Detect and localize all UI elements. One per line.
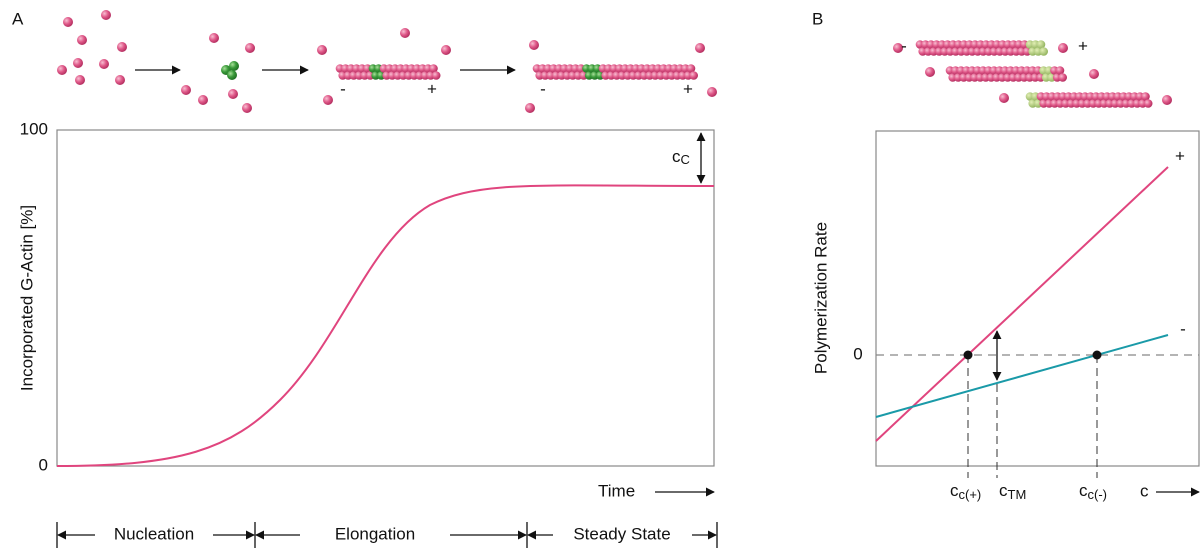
y-tick-label: 100	[20, 119, 48, 138]
monomer	[117, 42, 127, 52]
phase-label: Steady State	[573, 524, 670, 543]
monomer	[893, 43, 903, 53]
monomer	[1143, 99, 1153, 108]
monomer	[1141, 92, 1150, 101]
y-tick-label: 0	[853, 344, 862, 363]
x-label: cTM	[999, 481, 1026, 502]
monomer	[101, 10, 111, 20]
panel-label: A	[12, 9, 24, 28]
monomer	[209, 33, 219, 43]
annotation: cC	[672, 147, 690, 167]
minus-end-line	[875, 334, 1169, 418]
monomer	[529, 40, 539, 50]
monomer	[228, 89, 238, 99]
monomer	[429, 64, 438, 73]
monomer	[75, 75, 85, 85]
monomer	[245, 43, 255, 53]
phase-label: Elongation	[335, 524, 415, 543]
monomer	[686, 64, 696, 73]
plot-frame	[875, 130, 1200, 467]
monomer	[431, 71, 441, 80]
filament-sign: +	[1078, 36, 1088, 55]
monomer	[57, 65, 67, 75]
monomer	[707, 87, 717, 97]
monomer	[77, 35, 87, 45]
monomer	[695, 43, 705, 53]
monomer	[999, 93, 1009, 103]
intersection-dot	[963, 350, 973, 360]
monomer	[323, 95, 333, 105]
monomer	[441, 45, 451, 55]
actin-illustration	[57, 10, 1172, 113]
intersection-dot	[1092, 350, 1102, 360]
phase-bar	[56, 522, 718, 548]
monomer	[227, 70, 237, 80]
monomer	[1089, 69, 1099, 79]
x-label: c	[1140, 481, 1149, 500]
monomer	[1055, 66, 1065, 75]
monomer	[1036, 40, 1046, 49]
filament-sign: -	[901, 36, 907, 55]
monomer	[198, 95, 208, 105]
monomer	[1058, 43, 1068, 53]
monomer	[689, 71, 698, 80]
monomer	[63, 17, 73, 27]
plot-frame	[56, 129, 715, 467]
monomer	[1162, 95, 1172, 105]
y-tick-label: 0	[39, 455, 48, 474]
y-axis-label: Polymerization Rate	[811, 222, 830, 374]
filament-sign: -	[340, 79, 346, 98]
x-axis-label: Time	[598, 481, 635, 500]
panel-label: B	[812, 9, 823, 28]
filament-sign: +	[427, 79, 437, 98]
filament-sign: +	[683, 79, 693, 98]
y-axis-label: Incorporated G-Actin [%]	[17, 205, 36, 391]
monomer	[181, 85, 191, 95]
monomer	[525, 103, 535, 113]
monomer	[242, 103, 252, 113]
monomer	[1058, 73, 1067, 82]
monomer	[925, 67, 935, 77]
monomer	[1039, 47, 1048, 56]
line-label: +	[1175, 146, 1185, 165]
line-label: -	[1180, 319, 1186, 338]
monomer	[73, 58, 83, 68]
phase-label: Nucleation	[114, 524, 194, 543]
monomer	[115, 75, 125, 85]
x-label: cc(+)	[950, 481, 981, 502]
plus-end-line	[875, 166, 1169, 442]
monomer	[317, 45, 327, 55]
polymerization-curve	[56, 184, 715, 467]
monomer	[99, 59, 109, 69]
monomer	[400, 28, 410, 38]
x-label: cc(-)	[1079, 481, 1107, 502]
filament-sign: -	[540, 79, 546, 98]
monomer	[229, 61, 239, 71]
